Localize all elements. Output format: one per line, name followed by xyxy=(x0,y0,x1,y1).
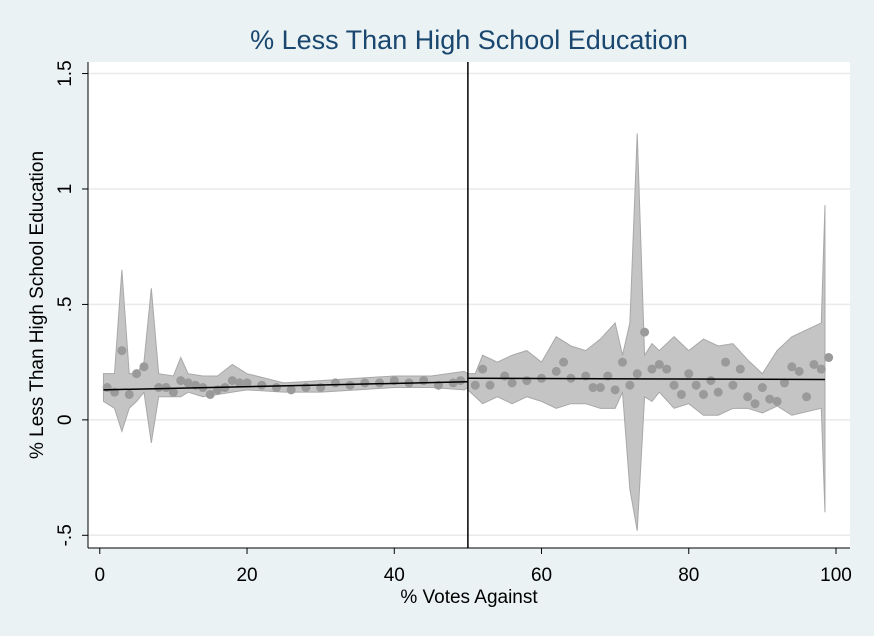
bin-mean xyxy=(698,389,708,399)
y-tick-label: .5 xyxy=(55,296,76,312)
bin-mean xyxy=(772,396,782,406)
bin-mean xyxy=(610,385,620,395)
bin-mean xyxy=(721,357,731,367)
bin-mean xyxy=(816,364,826,374)
bin-mean xyxy=(794,366,804,376)
y-tick-label: 1.5 xyxy=(55,60,76,86)
bin-mean xyxy=(286,385,296,395)
y-tick-label: -.5 xyxy=(55,524,76,546)
bin-mean xyxy=(154,383,164,393)
bin-mean xyxy=(625,380,635,390)
bin-mean xyxy=(559,357,569,367)
bin-mean xyxy=(183,378,193,388)
bin-mean xyxy=(345,380,355,390)
bin-mean xyxy=(456,376,466,386)
bin-mean xyxy=(360,378,370,388)
bin-mean xyxy=(662,364,672,374)
x-axis-label: % Votes Against xyxy=(400,587,538,608)
bin-mean xyxy=(478,364,488,374)
bin-mean xyxy=(330,378,340,388)
bin-mean xyxy=(757,383,767,393)
x-tick-label: 20 xyxy=(236,565,257,586)
bin-mean xyxy=(618,357,628,367)
chart-title: % Less Than High School Education xyxy=(250,25,688,55)
bin-mean xyxy=(684,369,694,379)
bin-mean xyxy=(132,369,142,379)
bin-mean xyxy=(779,378,789,388)
bin-mean xyxy=(728,380,738,390)
x-tick-label: 40 xyxy=(384,565,405,586)
bin-mean xyxy=(124,389,134,399)
bin-mean xyxy=(654,359,664,369)
bin-mean xyxy=(669,380,679,390)
bin-mean xyxy=(824,353,834,363)
bin-mean xyxy=(227,376,237,386)
bin-mean xyxy=(809,359,819,369)
x-tick-label: 100 xyxy=(820,565,852,586)
bin-mean xyxy=(522,376,532,386)
bin-mean xyxy=(713,387,723,397)
y-axis-label: % Less Than High School Education xyxy=(27,151,48,459)
bin-mean xyxy=(765,394,775,404)
bin-mean xyxy=(301,383,311,393)
bin-mean xyxy=(139,362,149,372)
bin-mean xyxy=(647,364,657,374)
bin-mean xyxy=(485,380,495,390)
bin-mean xyxy=(205,389,215,399)
bin-mean xyxy=(551,366,561,376)
bin-mean xyxy=(802,392,812,402)
bin-mean xyxy=(176,376,186,386)
x-tick-label: 0 xyxy=(94,565,105,586)
x-tick-label: 60 xyxy=(531,565,552,586)
bin-mean xyxy=(470,380,480,390)
bin-mean xyxy=(448,378,458,388)
fit-line xyxy=(103,381,468,391)
bin-mean xyxy=(632,369,642,379)
bin-mean xyxy=(168,387,178,397)
bin-mean xyxy=(257,380,267,390)
bin-mean xyxy=(595,383,605,393)
y-tick-label: 1 xyxy=(55,184,76,195)
bin-mean xyxy=(117,346,127,356)
bin-mean xyxy=(161,383,171,393)
fit-line xyxy=(467,377,825,381)
bin-mean xyxy=(588,383,598,393)
bin-mean xyxy=(242,378,252,388)
bin-mean xyxy=(235,378,245,388)
bin-mean xyxy=(271,383,281,393)
bin-mean xyxy=(676,389,686,399)
y-tick-label: 0 xyxy=(55,415,76,426)
bin-mean xyxy=(507,378,517,388)
x-tick-label: 80 xyxy=(678,565,699,586)
confidence-band xyxy=(467,133,826,531)
bin-mean xyxy=(419,376,429,386)
bin-mean xyxy=(735,364,745,374)
bin-mean xyxy=(706,376,716,386)
bin-mean xyxy=(375,378,385,388)
bin-mean xyxy=(787,362,797,372)
bin-mean xyxy=(691,380,701,390)
bin-mean xyxy=(750,399,760,409)
bin-mean xyxy=(640,327,650,337)
bin-mean xyxy=(743,392,753,402)
